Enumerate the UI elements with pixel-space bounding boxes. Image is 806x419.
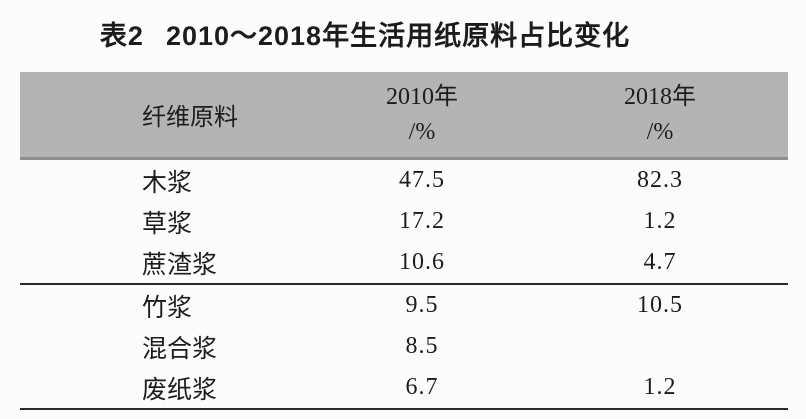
cell-2010-value: 8.5 [405,333,439,359]
cell-2010-value: 17.2 [399,208,445,234]
header-cell-2018: 2018年 /% [532,80,788,150]
header-2018-unit: /% [646,118,674,145]
header-2018-year: 2018年 [624,83,696,110]
table-row: 蔗渣浆 10.6 4.7 [20,242,788,283]
table-caption-title: 2010～2018年生活用纸原料占比变化 [165,21,631,51]
table-group-1: 木浆 47.5 82.3 草浆 17.2 1.2 蔗渣浆 10.6 4.7 [20,160,788,285]
table-row: 竹浆 9.5 10.5 [20,285,788,326]
cell-2010-value: 6.7 [405,374,439,400]
data-table: 纤维原料 2010年 /% 2018年 /% 木浆 47.5 82.3 草浆 1… [20,72,788,410]
table-header-row: 纤维原料 2010年 /% 2018年 /% [20,72,788,160]
cell-material: 混合浆 [142,335,218,363]
cell-2010-value: 10.6 [399,249,445,275]
cell-2018-value: 82.3 [637,167,683,193]
cell-2018-value: 4.7 [643,249,677,275]
cell-2018-value: 10.5 [637,292,683,318]
cell-material: 废纸浆 [142,376,218,404]
cell-2010-value: 9.5 [405,292,439,318]
header-2010-year: 2010年 [386,83,458,110]
table-row: 木浆 47.5 82.3 [20,160,788,201]
table-row: 废纸浆 6.7 1.2 [20,367,788,408]
table-row: 混合浆 8.5 [20,326,788,367]
table-caption: 表2 2010～2018年生活用纸原料占比变化 [20,14,710,53]
cell-material: 蔗渣浆 [142,251,218,279]
cell-material: 竹浆 [142,294,193,322]
cell-2018-value: 1.2 [643,208,677,234]
header-cell-material: 纤维原料 [142,105,238,131]
cell-2010-value: 47.5 [399,167,445,193]
cell-material: 草浆 [142,210,193,238]
table-group-2: 竹浆 9.5 10.5 混合浆 8.5 废纸浆 6.7 1.2 [20,285,788,410]
cell-2018-value: 1.2 [643,374,677,400]
table-caption-number: 表2 [99,21,144,51]
header-2010-unit: /% [408,118,436,145]
table-row: 草浆 17.2 1.2 [20,201,788,242]
cell-material: 木浆 [142,169,193,197]
header-cell-2010: 2010年 /% [312,80,532,150]
